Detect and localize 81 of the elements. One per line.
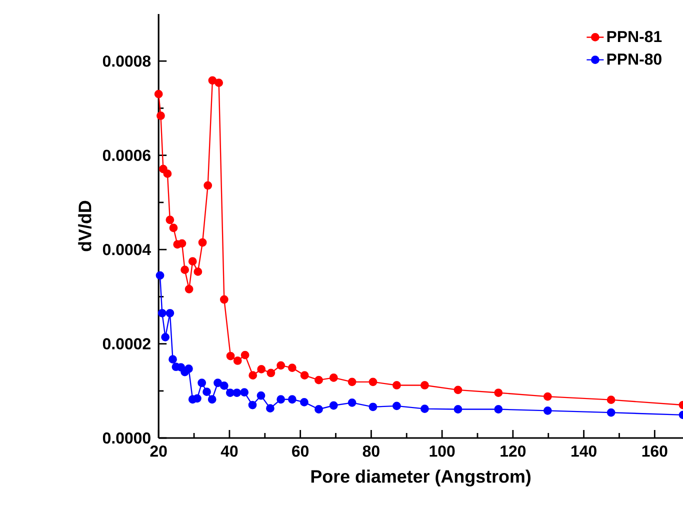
point	[256, 391, 266, 400]
point	[248, 371, 258, 380]
point	[158, 308, 166, 318]
point	[220, 382, 228, 390]
point	[180, 266, 190, 274]
y-tick-label: 0.0004	[102, 244, 151, 256]
x-tick-label: 40	[220, 446, 238, 457]
x-tick-label: 80	[362, 446, 380, 457]
point	[208, 76, 217, 85]
point	[166, 216, 174, 224]
point	[276, 395, 286, 404]
point	[193, 394, 202, 403]
point	[204, 181, 212, 190]
point	[329, 374, 338, 382]
point	[168, 355, 177, 364]
point	[184, 284, 194, 294]
y-tick-label: 0.0008	[102, 55, 151, 67]
point	[248, 400, 257, 410]
point	[314, 376, 323, 384]
point	[276, 361, 286, 370]
point	[420, 381, 429, 390]
y-tick-label: 0.0002	[102, 338, 150, 350]
legend-label: PPN-81	[607, 30, 662, 42]
point	[288, 364, 296, 372]
point	[240, 350, 250, 360]
x-tick-label: 140	[571, 446, 596, 457]
point	[494, 405, 503, 414]
point	[188, 257, 197, 266]
point	[348, 398, 356, 407]
point	[169, 224, 178, 232]
point	[300, 371, 309, 380]
point	[198, 378, 206, 388]
point	[194, 268, 202, 276]
point	[233, 356, 242, 365]
point	[220, 295, 228, 304]
point	[300, 398, 308, 406]
point	[240, 388, 249, 396]
point	[392, 381, 401, 390]
point	[314, 405, 323, 414]
y-tick-label: 0.0006	[102, 150, 150, 161]
point	[163, 170, 172, 178]
point	[184, 364, 193, 373]
x-tick-label: 20	[150, 446, 167, 457]
point	[208, 395, 216, 404]
point	[606, 396, 616, 404]
legend-label: PPN-80	[607, 54, 662, 65]
point	[156, 112, 165, 120]
point	[392, 402, 401, 410]
y-tick-label: 0.0000	[102, 432, 150, 444]
point	[329, 401, 338, 410]
point	[202, 388, 211, 396]
point	[543, 392, 552, 401]
point	[368, 378, 378, 386]
point	[454, 386, 462, 394]
point	[226, 388, 234, 397]
x-axis-title: Pore diameter (Angstrom)	[311, 470, 530, 486]
point	[494, 388, 503, 397]
point	[198, 238, 207, 247]
point	[266, 368, 276, 378]
x-tick-label: 120	[500, 446, 526, 457]
point	[288, 395, 296, 404]
point	[166, 308, 174, 318]
point	[266, 404, 274, 413]
point	[214, 78, 224, 87]
point	[156, 271, 164, 280]
point	[161, 332, 170, 342]
point	[606, 408, 616, 417]
x-tick-label: 100	[430, 446, 455, 457]
point	[226, 352, 235, 360]
point	[154, 90, 163, 98]
y-axis-title: dV/dD	[78, 200, 92, 252]
point	[257, 365, 266, 374]
point	[348, 378, 356, 386]
point	[454, 405, 462, 414]
point	[232, 388, 242, 397]
point	[368, 402, 378, 412]
point	[543, 406, 552, 415]
x-tick-label: 60	[292, 446, 309, 457]
x-tick-label: 160	[642, 446, 668, 457]
point	[214, 378, 222, 388]
point	[420, 404, 429, 413]
